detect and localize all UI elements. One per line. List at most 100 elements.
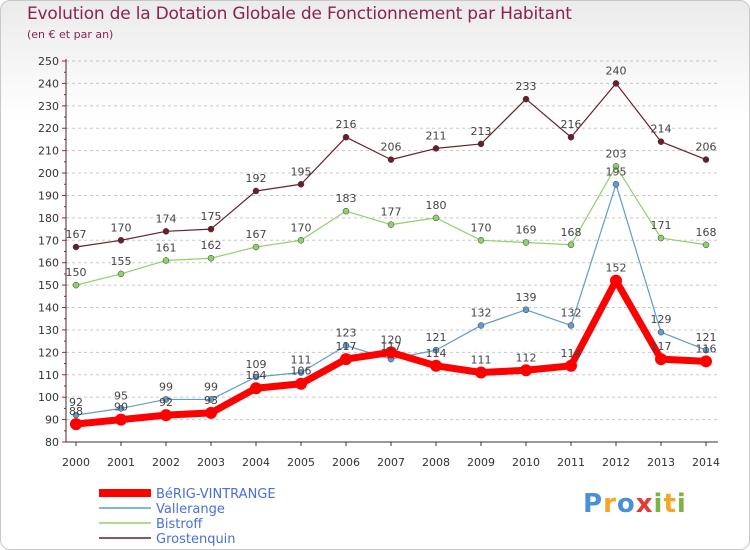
data-label: 117	[336, 340, 357, 353]
x-tick-label: 2004	[242, 456, 270, 469]
data-label: 90	[114, 401, 128, 414]
data-point	[117, 405, 125, 412]
data-label: 195	[291, 165, 312, 178]
data-point	[297, 237, 305, 244]
data-label: 116	[696, 342, 717, 355]
data-point	[432, 214, 440, 222]
data-point	[207, 396, 215, 403]
data-label: 216	[561, 118, 582, 131]
data-point	[522, 239, 530, 246]
data-label: 95	[114, 389, 128, 402]
data-point	[477, 322, 485, 329]
data-label: 92	[69, 396, 83, 409]
data-label: 216	[336, 118, 357, 131]
data-label: 114	[561, 347, 582, 360]
x-tick-label: 2008	[422, 456, 450, 469]
data-label: 88	[69, 405, 83, 418]
x-tick-label: 2010	[512, 456, 540, 469]
data-point	[565, 359, 577, 372]
data-point	[657, 138, 665, 145]
data-point	[207, 225, 215, 233]
data-point	[477, 237, 485, 244]
data-label: 161	[156, 241, 177, 254]
data-point	[252, 187, 260, 195]
y-tick-label: 210	[38, 145, 59, 158]
data-point	[252, 373, 260, 381]
data-point	[340, 353, 352, 366]
data-label: 171	[651, 219, 672, 232]
data-label: 211	[426, 129, 447, 142]
data-point	[297, 181, 305, 188]
data-label: 112	[516, 351, 537, 364]
data-label: 174	[156, 212, 177, 225]
logo-letter: i	[676, 489, 687, 519]
data-point	[387, 221, 395, 228]
data-label: 214	[651, 123, 672, 136]
series-group	[70, 80, 712, 431]
data-point	[162, 228, 170, 235]
data-label: 92	[159, 396, 173, 409]
data-point	[702, 346, 710, 354]
data-point	[385, 346, 397, 359]
data-label: 168	[561, 226, 582, 239]
data-point	[657, 328, 665, 336]
data-labels: 167 170 174 175 192 195 216 206 211 213 233 216 240 2…	[66, 64, 717, 418]
data-label: 206	[381, 141, 402, 154]
data-point	[297, 369, 305, 376]
data-label: 167	[246, 228, 267, 241]
chart-subtitle: (en € et par an)	[27, 28, 114, 41]
x-tick-label: 2006	[332, 456, 360, 469]
logo-letter: o	[616, 489, 636, 519]
data-label: 240	[606, 64, 627, 77]
data-label: 123	[336, 327, 357, 340]
data-point	[342, 207, 350, 215]
data-label: 121	[426, 331, 447, 344]
x-tick-label: 2011	[557, 456, 585, 469]
data-label: 111	[471, 354, 492, 367]
y-tick-label: 120	[38, 346, 59, 359]
x-tick-label: 2009	[467, 456, 495, 469]
data-point	[700, 355, 712, 368]
data-point	[522, 306, 530, 314]
data-label: 111	[291, 354, 312, 367]
data-point	[72, 243, 80, 251]
data-label: 114	[426, 347, 447, 360]
data-label: 93	[204, 394, 218, 407]
x-tick-label: 2002	[152, 456, 180, 469]
data-label: 132	[471, 306, 492, 319]
data-point	[387, 156, 395, 163]
data-label: 155	[111, 255, 132, 268]
data-point	[342, 342, 350, 349]
data-label: 150	[66, 266, 87, 279]
y-tick-label: 80	[45, 436, 59, 449]
legend-label: Bistroff	[156, 517, 203, 532]
data-point	[115, 413, 127, 426]
data-point	[432, 145, 440, 152]
legend-label: BéRIG-VINTRANGE	[156, 487, 276, 502]
data-label: 117	[381, 340, 402, 353]
data-point	[610, 274, 622, 287]
x-tick-label: 2000	[62, 456, 90, 469]
data-label: 167	[66, 228, 87, 241]
x-tick-label: 2007	[377, 456, 405, 469]
data-point	[117, 270, 125, 278]
axes: 8090100110120130140150160170180190200210…	[38, 55, 720, 469]
data-label: 132	[561, 306, 582, 319]
data-point	[567, 133, 575, 141]
data-point	[475, 366, 487, 379]
data-point	[520, 364, 532, 377]
data-label: 206	[696, 141, 717, 154]
data-point	[702, 241, 710, 249]
y-tick-label: 100	[38, 391, 59, 404]
data-point	[612, 181, 620, 188]
data-label: 168	[696, 226, 717, 239]
data-point	[432, 346, 440, 354]
y-tick-label: 90	[45, 414, 59, 427]
y-tick-label: 130	[38, 324, 59, 337]
data-point	[160, 409, 172, 422]
data-label: 109	[246, 358, 267, 371]
data-point	[522, 95, 530, 103]
y-tick-label: 150	[38, 279, 59, 292]
